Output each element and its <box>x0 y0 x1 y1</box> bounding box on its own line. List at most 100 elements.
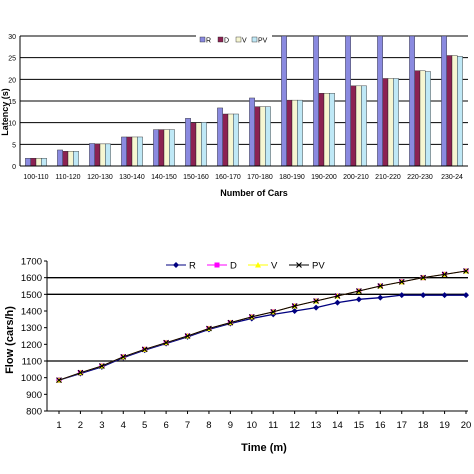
point-pv <box>334 293 341 299</box>
bar-r <box>409 35 415 167</box>
line-y-tick-label: 1200 <box>21 340 42 351</box>
line-x-tick-label: 18 <box>418 420 429 431</box>
bar-x-tick-label: 220-230 <box>407 174 433 181</box>
bar-d <box>414 70 421 167</box>
legend-marker-d <box>214 262 220 268</box>
bar-r <box>89 143 95 167</box>
line-x-tick-label: 16 <box>375 420 386 431</box>
point-pv <box>56 377 62 384</box>
series-line-v <box>58 270 467 381</box>
bar-v <box>99 143 106 167</box>
bar-x-tick-label: 160-170 <box>215 174 241 181</box>
bar-x-tick-label: 210-220 <box>375 174 401 181</box>
bar-x-tick-label: 130-140 <box>119 174 145 181</box>
point-pv <box>77 369 84 376</box>
legend-label-pv: PV <box>312 261 325 272</box>
legend-label-r: R <box>189 261 196 272</box>
bar-v <box>67 151 74 167</box>
bar-pv <box>297 99 303 167</box>
bar-d <box>30 157 37 167</box>
bar-v <box>35 157 42 167</box>
line-x-tick-label: 7 <box>185 420 190 431</box>
bar-x-tick-label: 190-200 <box>311 174 337 181</box>
point-pv <box>377 283 384 289</box>
bar-x-tick-label: 120-130 <box>87 174 113 181</box>
bar-d <box>222 113 229 167</box>
point-r <box>355 296 362 303</box>
line-y-tick-label: 1700 <box>21 257 42 268</box>
line-x-tick-label: 10 <box>247 420 258 431</box>
bar-v <box>131 136 138 167</box>
bar-d <box>94 143 101 167</box>
line-series <box>56 268 469 384</box>
point-pv <box>98 363 105 369</box>
line-y-tick-label: 1400 <box>21 307 42 318</box>
line-chart: 800 900 1000 1100 1200 1300 1400 1500 1600 1700 1… <box>4 257 471 455</box>
bar-pv <box>457 56 463 167</box>
line-x-tick-label: 13 <box>311 420 322 431</box>
point-pv <box>313 298 319 304</box>
bar-v <box>323 92 330 167</box>
bar-d <box>158 129 165 167</box>
series-line-d <box>58 270 467 381</box>
line-legend: R D V PV <box>160 259 340 272</box>
point-r <box>441 292 448 299</box>
line-x-tick-label: 9 <box>228 420 233 431</box>
legend-label-v: V <box>271 261 278 272</box>
line-x-tick-label: 3 <box>99 420 104 431</box>
series-line-r <box>58 294 466 381</box>
bar-d <box>382 78 389 167</box>
bar-chart: 0 5 10 15 20 25 30 100-110 110-120 120-130 130-14… <box>0 34 468 198</box>
bar-pv <box>265 106 271 167</box>
bar-v <box>163 129 170 167</box>
point-pv <box>356 288 362 294</box>
bar-x-tick-label: 180-190 <box>279 174 305 181</box>
point-pv <box>120 353 127 360</box>
line-y-axis-title: Flow (cars/h) <box>4 306 16 374</box>
bar-r <box>217 107 223 167</box>
bar-v <box>227 113 234 167</box>
bar-x-tick-label: 170-180 <box>247 174 273 181</box>
point-r <box>463 292 469 299</box>
line-x-tick-label: 5 <box>142 420 147 431</box>
legend-label-pv: PV <box>258 38 268 45</box>
bar-pv <box>201 122 207 167</box>
point-pv <box>270 308 277 315</box>
point-pv <box>463 268 469 274</box>
bar-v <box>291 99 298 167</box>
point-r <box>334 299 341 306</box>
line-x-tick-label: 2 <box>78 420 83 431</box>
legend-swatch-d <box>217 36 224 43</box>
line-x-tick-labels: 1 2 3 4 5 6 7 8 9 10 11 12 13 14 15 16 17 18 19 20 <box>56 420 471 431</box>
bar-x-tick-label: 100-110 <box>23 174 48 181</box>
line-x-axis-title: Time (m) <box>241 442 287 454</box>
bar-r <box>249 97 255 167</box>
bar-y-tick-labels: 0 5 10 15 20 25 30 <box>8 34 16 171</box>
bar-pv <box>41 157 47 167</box>
bar-d <box>254 106 261 167</box>
line-y-tick-label: 1500 <box>21 290 42 301</box>
legend-label-d: D <box>230 261 237 272</box>
bar-pv <box>137 136 143 167</box>
line-x-tick-label: 6 <box>163 420 168 431</box>
bar-v <box>195 122 202 167</box>
line-y-tick-label: 1600 <box>21 273 42 284</box>
bar-pv <box>73 151 79 167</box>
bar-x-tick-labels: 100-110 110-120 120-130 130-140 140-150 150-1… <box>23 174 463 181</box>
point-pv <box>163 339 169 346</box>
bar-x-tick-label: 200-210 <box>343 174 369 181</box>
line-gridlines <box>47 277 468 362</box>
bar-r <box>153 129 159 167</box>
legend-marker-r <box>173 262 179 268</box>
bar-d <box>350 85 357 167</box>
bar-y-axis-title: Latency (s) <box>0 88 10 136</box>
bar-d <box>446 55 453 167</box>
point-pv <box>184 333 191 339</box>
point-pv <box>248 313 255 320</box>
bar-r <box>57 149 63 167</box>
line-x-tick-label: 15 <box>354 420 365 431</box>
bar-r <box>377 35 383 167</box>
line-y-tick-label: 1300 <box>21 323 42 334</box>
bar-legend-box <box>196 35 272 44</box>
